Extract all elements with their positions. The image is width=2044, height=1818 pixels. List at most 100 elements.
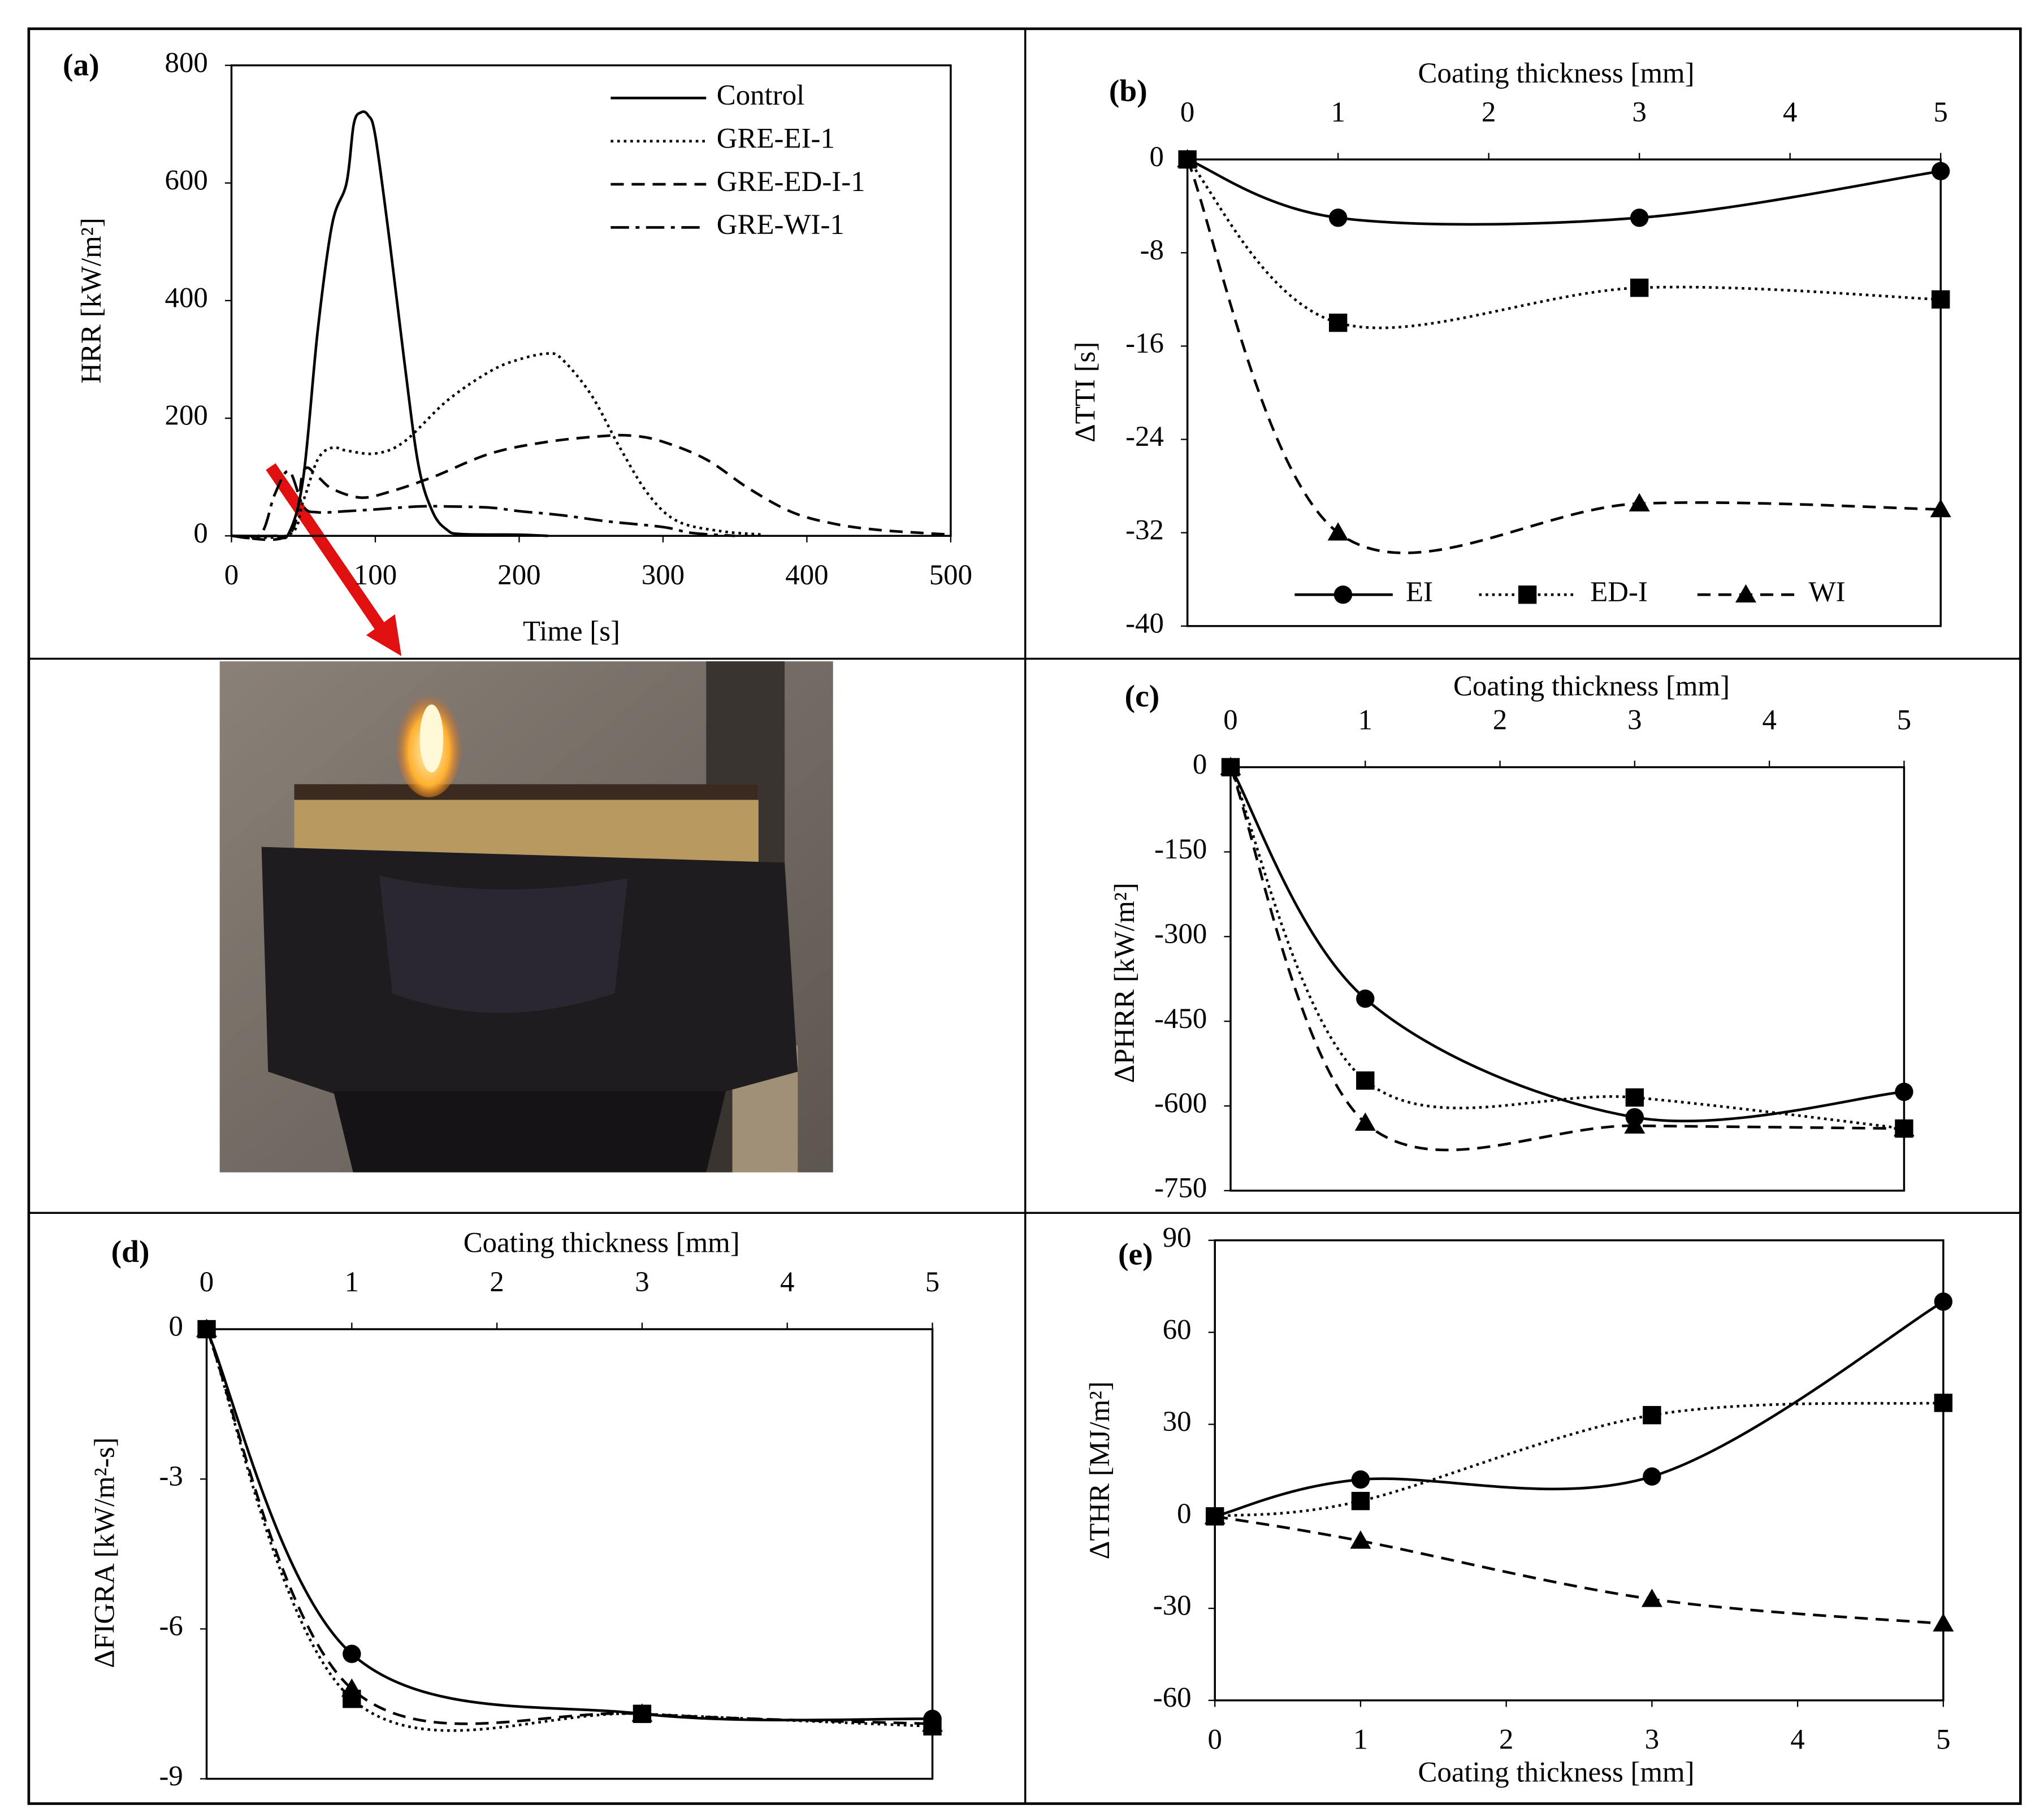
marker <box>1351 1470 1370 1489</box>
marker <box>1356 990 1375 1008</box>
legend-label: EI <box>1406 576 1433 608</box>
plot-area <box>1214 1239 1945 1702</box>
x-tick-label: 0 <box>1208 1724 1222 1756</box>
legend-marker <box>1735 584 1757 603</box>
x-tick-label: 3 <box>1645 1724 1659 1756</box>
y-tick-label: -450 <box>1154 1003 1207 1035</box>
y-tick-label: -300 <box>1154 918 1207 950</box>
y-axis-title: ΔPHRR [kW/m²] <box>1109 883 1141 1083</box>
x-tick-label: 200 <box>497 559 540 591</box>
y-tick-label: -150 <box>1154 834 1207 865</box>
marker <box>1630 279 1649 297</box>
marker <box>1933 1613 1954 1632</box>
x-tick-label: 4 <box>780 1266 794 1298</box>
x-tick-label: 0 <box>1223 705 1237 736</box>
marker <box>1328 313 1348 332</box>
legend-label: WI <box>1809 576 1846 608</box>
y-tick-label: 800 <box>165 47 208 79</box>
x-tick-label: 0 <box>1180 97 1194 128</box>
plot-area <box>1229 766 1906 1192</box>
x-tick-label: 0 <box>224 559 239 591</box>
series-line <box>1229 766 1904 1152</box>
x-tick-label: 1 <box>1358 705 1372 736</box>
y-tick-label: -750 <box>1154 1173 1207 1204</box>
x-tick-label: 2 <box>1482 97 1496 128</box>
y-tick-label: -600 <box>1154 1088 1207 1120</box>
series-line <box>1186 158 1941 329</box>
panel: (a) Time [s] HRR [kW/m²] 0 100 200 300 400 500 0 2… <box>63 47 972 647</box>
x-axis-title: Coating thickness [mm] <box>464 1227 740 1259</box>
y-tick-label: 200 <box>165 400 208 432</box>
x-tick-label: 0 <box>200 1266 214 1298</box>
marker <box>196 1318 218 1337</box>
series-line <box>231 470 735 540</box>
marker <box>1895 1082 1913 1101</box>
y-axis-title: HRR [kW/m²] <box>76 218 107 384</box>
x-tick-label: 1 <box>345 1266 359 1298</box>
y-tick-label: 0 <box>1193 749 1207 780</box>
panel-label: (d) <box>111 1235 150 1269</box>
x-tick-label: 5 <box>1897 705 1911 736</box>
series-line <box>231 433 951 541</box>
plot-area <box>205 1328 934 1780</box>
series-line <box>231 110 548 540</box>
marker <box>341 1678 362 1697</box>
y-tick-label: -16 <box>1125 328 1164 359</box>
y-tick-label: 60 <box>1163 1314 1192 1346</box>
marker <box>1625 1088 1644 1107</box>
x-tick-label: 400 <box>785 559 828 591</box>
marker <box>1356 1071 1375 1090</box>
marker <box>343 1645 361 1663</box>
y-tick-label: -8 <box>1140 235 1164 266</box>
photo <box>219 661 833 1173</box>
y-tick-label: 0 <box>1150 141 1164 173</box>
arrow <box>266 463 402 656</box>
y-tick-label: 0 <box>1177 1498 1191 1530</box>
panel: (d) Coating thickness [mm] ΔFIGRA [kW/m²-s… <box>89 1227 943 1792</box>
y-tick-label: -9 <box>159 1760 183 1792</box>
panel-label: (c) <box>1125 679 1160 714</box>
marker <box>1934 1292 1953 1311</box>
x-tick-label: 3 <box>1632 97 1646 128</box>
y-tick-label: 90 <box>1163 1222 1192 1253</box>
y-tick-label: 0 <box>193 518 207 549</box>
legend-label: GRE-WI-1 <box>717 209 845 241</box>
y-tick-label: -40 <box>1125 608 1164 639</box>
plot-area <box>230 64 952 537</box>
series-line <box>1229 766 1904 1130</box>
marker <box>1328 209 1348 227</box>
legend-marker <box>1518 585 1537 604</box>
x-tick-label: 100 <box>354 559 397 591</box>
y-tick-label: -32 <box>1125 514 1164 546</box>
x-tick-label: 2 <box>1499 1724 1513 1756</box>
x-tick-label: 4 <box>1783 97 1797 128</box>
x-axis-title: Coating thickness [mm] <box>1418 58 1695 89</box>
y-tick-label: 600 <box>165 164 208 196</box>
legend-label: GRE-ED-I-1 <box>717 166 865 198</box>
x-tick-label: 300 <box>642 559 685 591</box>
x-tick-label: 5 <box>1934 97 1948 128</box>
x-tick-label: 1 <box>1353 1724 1367 1756</box>
x-tick-label: 3 <box>1627 705 1642 736</box>
x-tick-label: 500 <box>929 559 972 591</box>
series-line <box>205 1329 933 1725</box>
marker <box>1629 493 1650 511</box>
series-line <box>1186 158 1941 226</box>
y-tick-label: -30 <box>1153 1590 1192 1622</box>
marker <box>1932 290 1950 309</box>
series-line <box>1214 1402 1943 1518</box>
panel: (e) Coating thickness [mm] ΔTHR [MJ/m²] 0 1 2… <box>1084 1222 1954 1788</box>
marker <box>1934 1394 1953 1412</box>
marker <box>1893 1118 1915 1136</box>
x-tick-label: 5 <box>925 1266 939 1298</box>
y-tick-label: 30 <box>1163 1406 1192 1438</box>
x-axis-title: Time [s] <box>523 615 620 647</box>
x-axis-title: Coating thickness [mm] <box>1453 670 1730 702</box>
x-tick-label: 2 <box>490 1266 504 1298</box>
marker <box>1327 522 1349 541</box>
y-tick-label: -24 <box>1125 421 1164 453</box>
x-tick-label: 4 <box>1790 1724 1804 1756</box>
series-line <box>205 1329 933 1722</box>
marker <box>1624 1115 1645 1134</box>
